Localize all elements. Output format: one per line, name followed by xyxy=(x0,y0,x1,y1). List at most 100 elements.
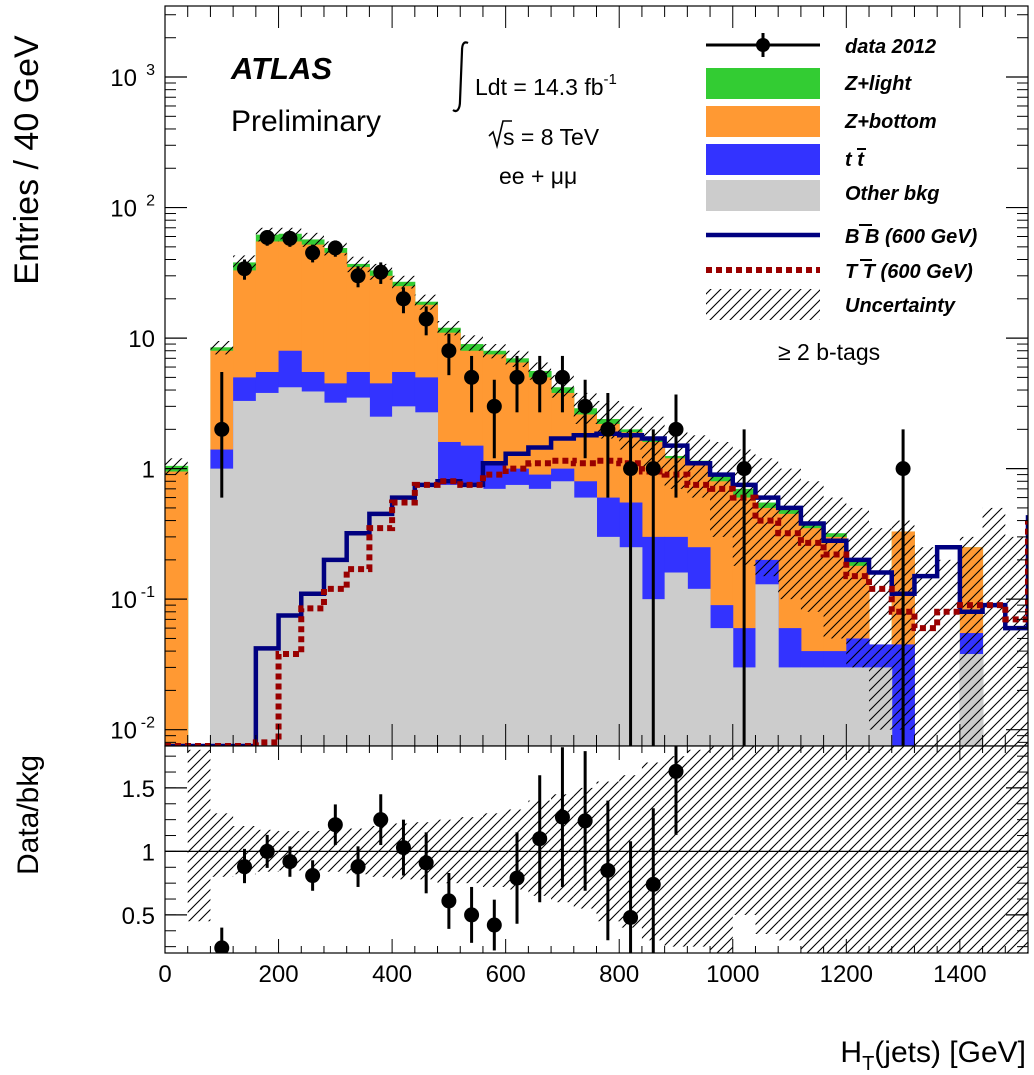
uncertainty-bin xyxy=(414,294,438,310)
ratio-uncertainty-bin xyxy=(732,746,756,915)
ratio-uncertainty-bin xyxy=(460,817,483,884)
ratio-uncertainty-bin xyxy=(210,813,234,877)
ratio-point xyxy=(554,809,570,825)
ratio-point xyxy=(645,876,661,892)
data-point xyxy=(214,421,230,437)
data-point xyxy=(305,245,321,261)
ratio-uncertainty-bin xyxy=(187,749,211,922)
data-point xyxy=(645,461,661,477)
uncertainty-bin xyxy=(165,458,188,475)
ratio-y-tick-label: 1.5 xyxy=(122,776,155,803)
ratio-point xyxy=(600,862,616,878)
legend-entry-bb: B B (600 GeV) xyxy=(706,224,978,248)
data-point xyxy=(554,369,570,385)
stack-bin xyxy=(392,406,416,746)
uncertainty-bin xyxy=(1005,536,1028,746)
ratio-y-axis-label: Data/bkg xyxy=(12,755,45,875)
x-tick-label: 400 xyxy=(372,961,412,988)
legend-label-bb: B B (600 GeV) xyxy=(845,226,978,248)
legend-entry-zbottom: Z+bottom xyxy=(706,106,937,137)
ratio-y-tick-label: 1 xyxy=(142,839,155,866)
x-tick-label: 800 xyxy=(599,961,639,988)
ratio-point xyxy=(486,917,502,933)
uncertainty-bin xyxy=(914,547,938,746)
stack-bin xyxy=(710,628,734,746)
ratio-uncertainty-band xyxy=(187,746,1028,953)
data-point xyxy=(236,261,252,277)
stack-bin xyxy=(505,484,529,746)
y-tick-exponent: -1 xyxy=(141,584,155,601)
ratio-point xyxy=(418,855,434,871)
ratio-point xyxy=(668,763,684,779)
ratio-point xyxy=(373,812,389,828)
uncertainty-bin xyxy=(937,559,960,746)
y-tick-label: 10 xyxy=(110,65,137,92)
legend-label-other: Other bkg xyxy=(845,183,939,205)
uncertainty-bin xyxy=(869,528,892,730)
preliminary-label: Preliminary xyxy=(231,105,381,138)
atlas-label: ATLAS xyxy=(230,51,332,86)
y-tick-label: 10 xyxy=(110,718,137,745)
stack-bin xyxy=(414,412,439,746)
uncertainty-bin xyxy=(959,536,983,746)
x-tick-label: 1200 xyxy=(820,961,873,988)
y-tick-label: 10 xyxy=(110,196,137,223)
x-tick-label: 0 xyxy=(158,961,171,988)
annotations: ATLAS Preliminary Ldt = 14.3 fb-1 s = 8 … xyxy=(230,41,880,365)
stack-bin xyxy=(687,588,711,746)
stack-bin xyxy=(551,481,575,746)
data-point xyxy=(373,264,389,280)
uncertainty-bin xyxy=(687,435,711,498)
ratio-point xyxy=(623,909,639,925)
legend-entry-other: Other bkg xyxy=(706,180,939,211)
stack-bin xyxy=(573,497,597,746)
stack-bin xyxy=(778,667,802,746)
ratio-uncertainty-bin xyxy=(710,746,733,953)
uncertainty-bin xyxy=(210,340,234,355)
data-point xyxy=(577,398,593,414)
data-point xyxy=(509,369,525,385)
stack-bin xyxy=(528,488,552,746)
ratio-point xyxy=(214,940,230,953)
stack-bin xyxy=(846,667,870,746)
data-point xyxy=(668,421,684,437)
stack-bin xyxy=(460,484,484,746)
ratio-point xyxy=(509,870,525,886)
ratio-uncertainty-bin xyxy=(982,746,1006,953)
ratio-uncertainty-bin xyxy=(800,746,824,953)
signal-tt-line xyxy=(165,457,1028,746)
x-tick-label: 1400 xyxy=(933,961,986,988)
uncertainty-bin xyxy=(800,481,824,612)
ratio-uncertainty-bin xyxy=(914,746,938,953)
y-tick-exponent: 3 xyxy=(146,62,155,79)
y-tick-exponent: 2 xyxy=(146,193,155,210)
y-tick-label: 10 xyxy=(128,326,155,353)
legend-label-data: data 2012 xyxy=(845,36,936,58)
stack-bin xyxy=(369,416,393,746)
ratio-point xyxy=(532,831,548,847)
y-tick-label: 1 xyxy=(142,457,155,484)
ratio-point xyxy=(305,868,321,884)
uncertainty-bin xyxy=(482,344,506,359)
ratio-point xyxy=(282,854,298,870)
ratio-uncertainty-bin xyxy=(891,746,915,953)
ratio-point xyxy=(577,813,593,829)
ratio-points xyxy=(214,746,684,953)
ratio-uncertainty-bin xyxy=(687,749,711,947)
data-point xyxy=(895,461,911,477)
stack-bin xyxy=(823,667,847,746)
ratio-uncertainty-bin xyxy=(755,746,779,934)
uncertainty-bin xyxy=(755,458,779,577)
legend-label-ttbar: t t xyxy=(845,149,865,171)
stack-bin xyxy=(278,387,302,746)
data-points xyxy=(214,229,911,746)
legend-label-zbottom: Z+bottom xyxy=(844,111,937,133)
stack-bin xyxy=(664,572,688,746)
data-point xyxy=(464,369,480,385)
data-point xyxy=(395,291,411,307)
uncertainty-bin xyxy=(846,507,870,668)
legend-entry-uncertainty: Uncertainty xyxy=(706,289,956,320)
data-point xyxy=(600,421,616,437)
x-tick-label: 1000 xyxy=(706,961,759,988)
stack-bin xyxy=(301,391,325,746)
